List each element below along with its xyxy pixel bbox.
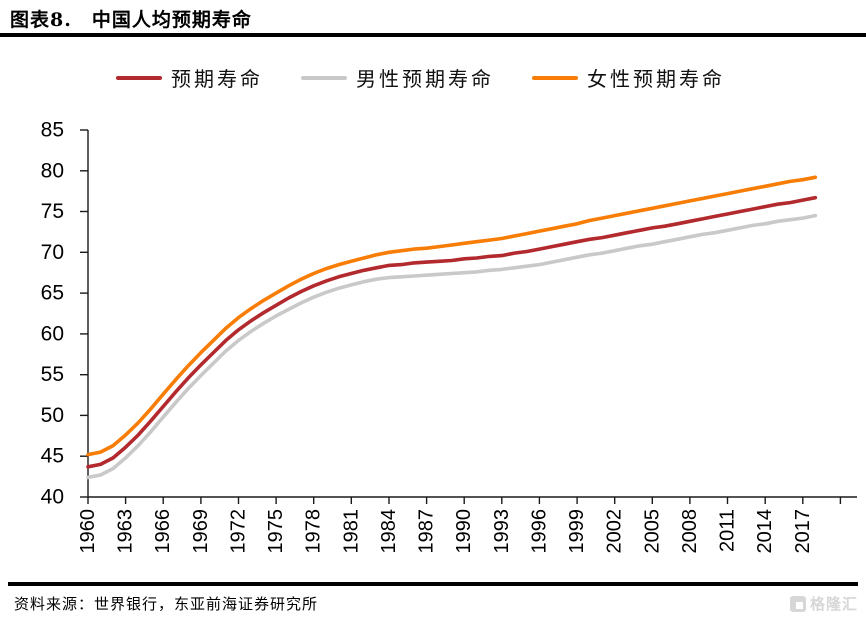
svg-text:60: 60 — [41, 322, 64, 345]
chart-header: 图表8. 中国人均预期寿命 — [0, 0, 866, 37]
svg-text:1975: 1975 — [265, 509, 287, 554]
svg-text:1981: 1981 — [340, 509, 362, 554]
svg-text:50: 50 — [41, 404, 64, 427]
svg-text:1978: 1978 — [303, 509, 325, 554]
legend: 预期寿命 男性预期寿命 女性预期寿命 — [116, 63, 725, 92]
gelonghui-logo-text: 格隆汇 — [809, 596, 858, 613]
svg-text:45: 45 — [41, 445, 64, 468]
svg-text:1966: 1966 — [152, 509, 174, 554]
svg-text:80: 80 — [41, 159, 64, 182]
svg-text:55: 55 — [41, 363, 64, 386]
svg-text:1969: 1969 — [190, 509, 212, 554]
svg-text:1960: 1960 — [77, 509, 99, 554]
footer-divider — [8, 582, 858, 586]
legend-swatch-male — [301, 75, 347, 80]
svg-text:1990: 1990 — [453, 509, 475, 554]
legend-label-total: 预期寿命 — [171, 69, 263, 91]
legend-label-male: 男性预期寿命 — [356, 69, 494, 91]
svg-text:70: 70 — [41, 241, 64, 264]
svg-text:1996: 1996 — [528, 509, 550, 554]
source-note: 资料来源：世界银行，东亚前海证券研究所 — [14, 595, 319, 613]
svg-text:1999: 1999 — [566, 509, 588, 554]
svg-text:1963: 1963 — [115, 509, 137, 554]
svg-text:40: 40 — [41, 486, 64, 509]
svg-text:2017: 2017 — [792, 509, 814, 554]
legend-item-total: 预期寿命 — [116, 63, 263, 92]
svg-text:2005: 2005 — [641, 509, 663, 554]
line-chart: 40 45 50 55 60 65 70 75 80 85 1960 1963 1966 1969 1972… — [41, 119, 857, 554]
svg-text:75: 75 — [41, 200, 64, 223]
svg-text:2008: 2008 — [679, 509, 701, 554]
legend-label-female: 女性预期寿命 — [587, 69, 725, 91]
svg-text:85: 85 — [41, 119, 64, 142]
svg-text:2014: 2014 — [754, 509, 776, 554]
svg-text:1972: 1972 — [228, 509, 250, 554]
svg-text:2011: 2011 — [717, 509, 739, 552]
svg-text:65: 65 — [41, 282, 64, 305]
svg-text:1993: 1993 — [491, 509, 513, 554]
chart-title: 图表8. 中国人均预期寿命 — [10, 9, 252, 31]
legend-item-female: 女性预期寿命 — [532, 63, 725, 92]
legend-item-male: 男性预期寿命 — [301, 63, 494, 92]
legend-swatch-total — [116, 75, 162, 80]
gelonghui-logo: 格隆汇 — [789, 593, 858, 614]
gelonghui-logo-icon — [789, 595, 806, 612]
svg-text:2002: 2002 — [604, 509, 626, 554]
legend-swatch-female — [532, 75, 578, 80]
svg-text:1984: 1984 — [378, 509, 400, 554]
svg-text:1987: 1987 — [416, 509, 438, 554]
